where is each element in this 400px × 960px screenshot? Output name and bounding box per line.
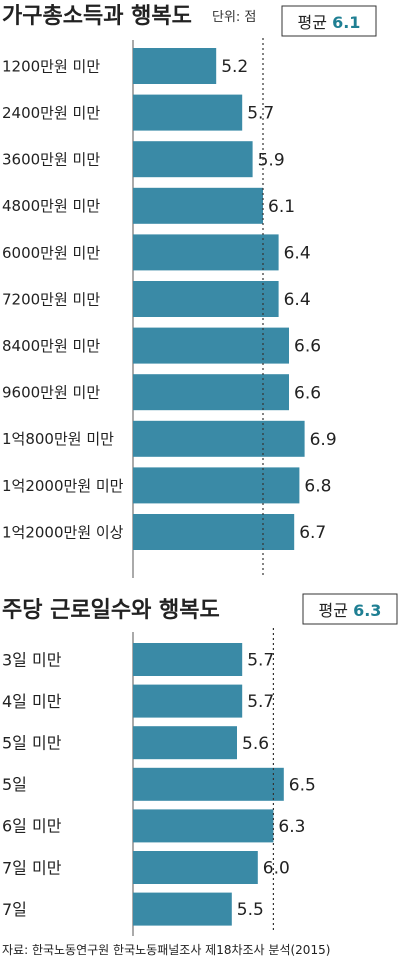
chart1-average-value: 6.1 (332, 13, 360, 32)
chart1-value-label: 6.4 (284, 244, 311, 264)
chart2-value-label: 5.7 (247, 651, 274, 671)
chart1-bar (133, 187, 263, 224)
chart2-category-label: 3일 미만 (2, 650, 62, 669)
chart1-category-label: 2400만원 미만 (2, 104, 100, 122)
chart2-value-label: 5.5 (237, 900, 264, 920)
chart1-category-label: 7200만원 미만 (2, 290, 100, 308)
chart1-bar (133, 374, 289, 411)
chart1-category-label: 4800만원 미만 (2, 197, 100, 215)
chart2-value-label: 6.0 (263, 859, 290, 879)
source-note: 자료: 한국노동연구원 한국노동패널조사 제18차조사 분석(2015) (2, 943, 330, 957)
chart1-value-label: 6.8 (304, 477, 331, 497)
chart2-average-text: 평균 6.3 (319, 601, 382, 620)
chart2-value-label: 5.7 (247, 692, 274, 712)
chart2-category-label: 7일 미만 (2, 858, 62, 877)
chart2-bar (133, 643, 243, 676)
chart2-average-box (302, 593, 398, 625)
chart1-value-label: 6.1 (268, 197, 295, 217)
chart1-bar (133, 141, 253, 178)
chart2-category-label: 6일 미만 (2, 817, 62, 836)
chart1-value-label: 6.6 (294, 383, 321, 403)
chart1-average-label: 평균 (298, 13, 327, 32)
chart1-bar (133, 327, 289, 364)
workdays-happiness-chart: 주당 근로일수와 행복도 평균 6.3 3일 미만 5.7 4일 미만 5.7 5일 미… (2, 593, 398, 936)
chart1-average-text: 평균 6.1 (298, 13, 361, 32)
chart1-bar (133, 94, 243, 131)
chart2-bar (133, 767, 284, 801)
chart2-bar (133, 851, 258, 884)
chart1-value-label: 5.9 (258, 150, 285, 170)
chart2-category-label: 7일 (2, 900, 27, 919)
chart2-value-label: 5.6 (242, 734, 269, 754)
chart2-average-label: 평균 (319, 601, 348, 620)
chart1-category-label: 1억2000만원 이상 (2, 523, 124, 541)
chart1-unit: 단위: 점 (212, 10, 256, 25)
chart1-category-label: 8400만원 미만 (2, 337, 100, 355)
chart1-value-label: 6.7 (299, 523, 326, 543)
chart1-category-label: 6000만원 미만 (2, 244, 100, 262)
chart1-bar (133, 514, 295, 550)
chart2-average-value: 6.3 (353, 601, 381, 620)
chart1-category-label: 1억2000만원 미만 (2, 477, 124, 495)
chart2-category-label: 5일 (2, 775, 27, 794)
chart1-value-label: 5.7 (247, 104, 274, 124)
chart1-bar (133, 467, 300, 504)
chart2-bar (133, 684, 243, 718)
chart2-bar (133, 809, 274, 843)
chart1-value-label: 6.6 (294, 337, 321, 357)
chart1-category-label: 1200만원 미만 (2, 57, 100, 75)
chart1-value-label: 6.4 (284, 290, 311, 310)
chart1-title: 가구총소득과 행복도 (2, 4, 192, 29)
chart2-value-label: 6.3 (278, 817, 305, 837)
chart1-category-label: 1억800만원 미만 (2, 430, 114, 448)
income-happiness-chart: 가구총소득과 행복도 단위: 점 평균 6.1 1200만원 미만 5.2 2400… (2, 4, 377, 578)
chart1-bar (133, 420, 305, 457)
chart2-category-label: 4일 미만 (2, 692, 62, 711)
chart1-value-label: 6.9 (310, 430, 337, 450)
chart1-category-label: 9600만원 미만 (2, 384, 100, 402)
chart1-category-label: 3600만원 미만 (2, 151, 100, 169)
chart1-bar (133, 281, 279, 317)
chart1-bar (133, 48, 217, 84)
chart1-bar (133, 234, 279, 271)
chart1-average-box (281, 5, 377, 37)
chart2-bar (133, 726, 237, 760)
chart2-bar (133, 892, 232, 926)
chart2-marks: 3일 미만 5.7 4일 미만 5.7 5일 미만 5.6 5일 6.5 6일 미만 6.3 7일 … (2, 628, 316, 936)
chart1-value-label: 5.2 (221, 57, 248, 77)
chart2-value-label: 6.5 (289, 775, 316, 795)
chart1-marks: 1200만원 미만 5.2 2400만원 미만 5.7 3600만원 미만 5.9 4800… (2, 38, 337, 578)
chart2-title: 주당 근로일수와 행복도 (2, 598, 220, 623)
chart2-category-label: 5일 미만 (2, 733, 62, 752)
